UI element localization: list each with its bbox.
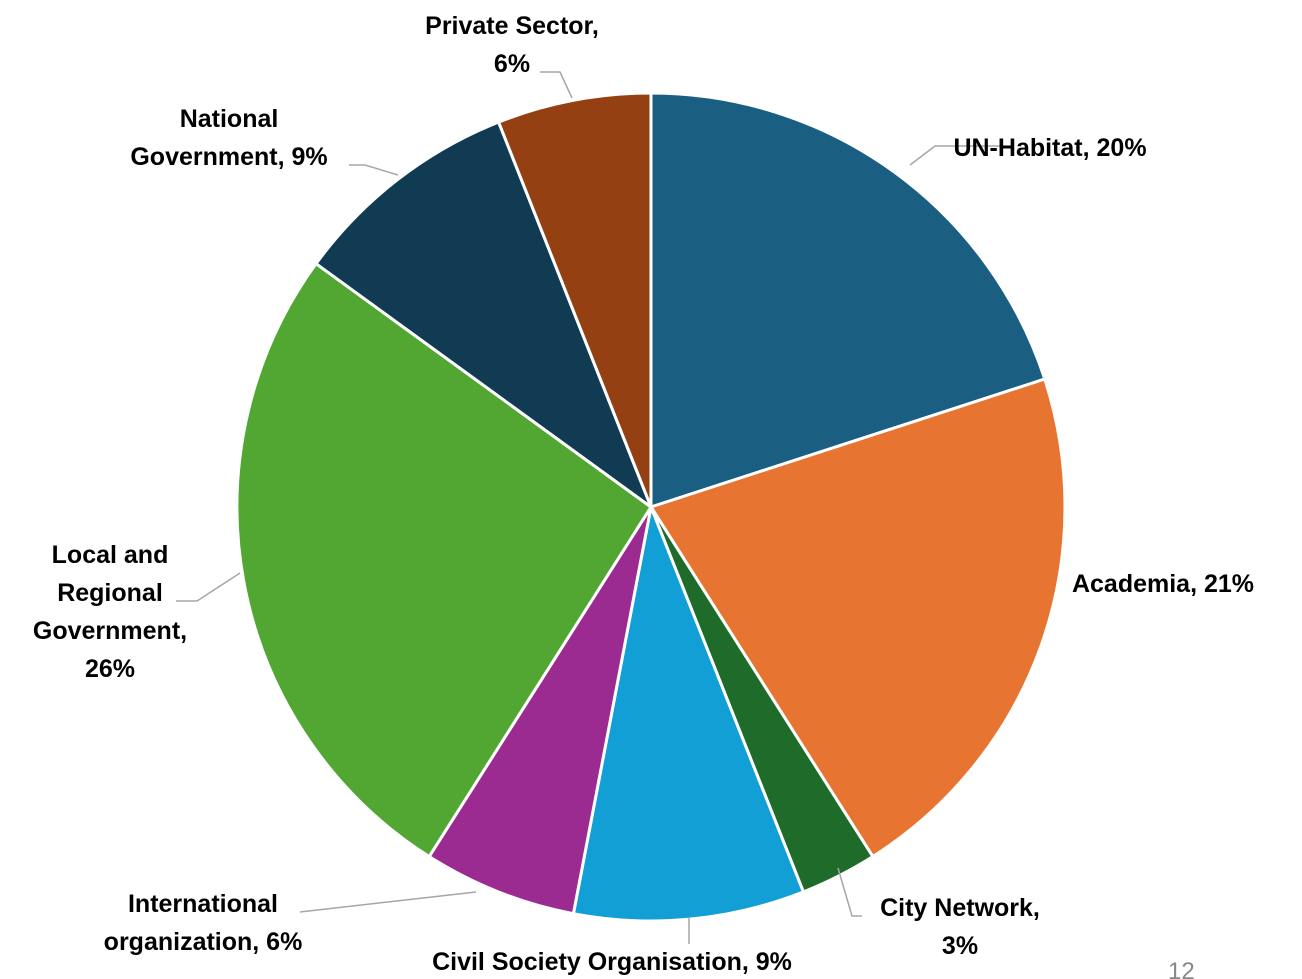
slice-label-international-org: International organization, 6% [104, 890, 303, 956]
pie-slice-national-gov [313, 120, 655, 512]
slice-label-private-sector: Private Sector, 6% [425, 12, 599, 78]
pie-slice-civil-society [571, 501, 806, 923]
pie-slice-un-habitat [649, 91, 1047, 510]
slice-label-civil-society: Civil Society Organisation, 9% [432, 948, 792, 976]
slice-label-un-habitat: UN-Habitat, 20% [953, 134, 1146, 162]
pie-slice-private-sector [496, 91, 653, 508]
pie-slice-academia [648, 377, 1067, 859]
leader-line-national-gov [349, 164, 399, 176]
slice-label-academia: Academia, 21% [1072, 570, 1254, 598]
leader-line-un-habitat [909, 145, 1003, 166]
slice-label-local-regional: Local and Regional Government, 26% [33, 541, 187, 683]
slice-label-national-gov: National Government, 9% [130, 105, 327, 171]
leader-lines [176, 71, 1003, 944]
slice-label-city-network: City Network, 3% [880, 894, 1040, 960]
leader-line-private-sector [540, 71, 573, 99]
leader-line-international-org [299, 891, 477, 913]
page-number: 12 [1168, 958, 1195, 979]
pie-slice-international-org [427, 506, 653, 916]
pie-slice-local-regional [235, 261, 654, 859]
leader-line-city-network [837, 867, 862, 917]
slice-labels: UN-Habitat, 20% Academia, 21% City Network… [33, 12, 1254, 976]
leader-line-local-regional [176, 572, 241, 602]
pie-slices [235, 91, 1067, 923]
